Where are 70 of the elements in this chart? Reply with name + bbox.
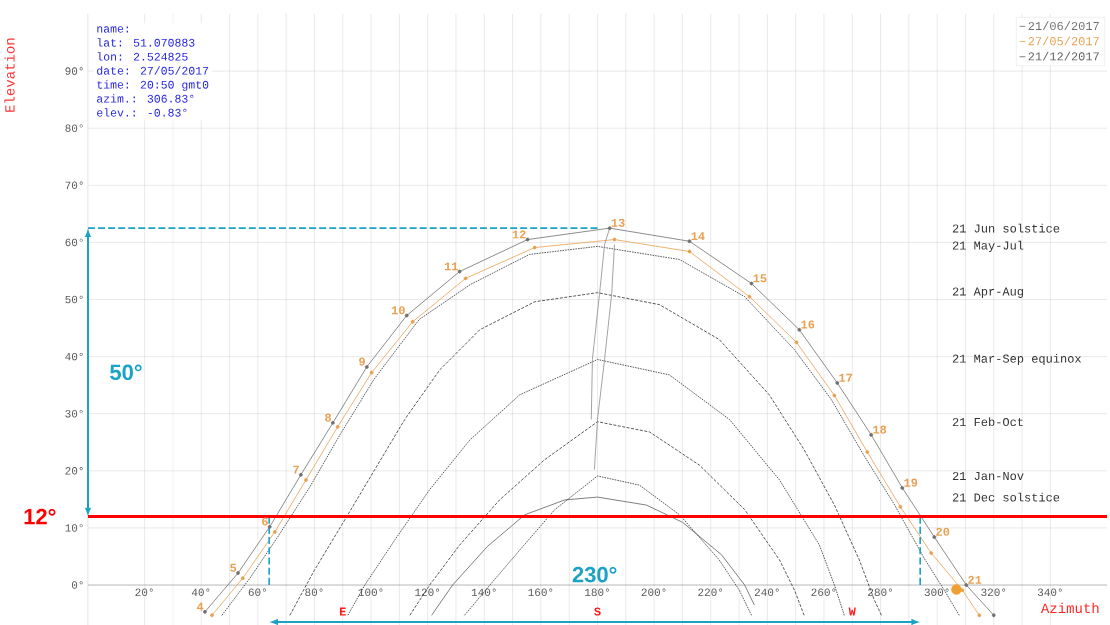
x-tick-label: 140° [471, 588, 496, 597]
annotation: 19 [904, 478, 918, 487]
annotation: elev.: -0.83° [97, 108, 187, 117]
y-tick-label: 20° [65, 467, 83, 475]
x-axis-title: Azimuth [1040, 602, 1099, 614]
annotation: 12 [512, 230, 526, 239]
x-tick-label: 340° [1037, 588, 1062, 597]
annotation: 20 [936, 527, 950, 536]
annotation: 8 [325, 413, 331, 422]
annotation: name: [97, 26, 129, 33]
y-tick-label: 40° [65, 352, 83, 361]
annotation: date: 27/05/2017 [97, 66, 209, 75]
annotation: 5 [230, 563, 237, 572]
x-tick-label: 40° [191, 588, 210, 597]
annotation: 6 [262, 517, 268, 526]
y-tick-label: 10° [65, 524, 83, 532]
y-tick-label: 70° [65, 181, 83, 190]
x-tick-label: 100° [358, 588, 383, 597]
annotation: 4 [196, 602, 204, 611]
x-tick-label: 240° [754, 588, 779, 597]
annotation: 18 [873, 425, 887, 434]
legend-label: 21/12/2017 [1028, 51, 1099, 61]
annotation: 17 [839, 373, 853, 382]
annotation: 9 [359, 357, 365, 366]
y-tick-label: 80° [65, 124, 83, 132]
annotation: lon: 2.524825 [97, 52, 188, 61]
annotation: 21 Jan-Nov [952, 471, 1024, 481]
annotation: 15 [753, 274, 767, 283]
annotation: 21 Jun solstice [952, 223, 1060, 233]
annotation: 13 [611, 218, 625, 227]
x-tick-label: 180° [585, 588, 609, 597]
annotation: W [848, 607, 856, 616]
x-tick-label: 280° [868, 588, 892, 597]
x-tick-label: 300° [924, 588, 949, 597]
x-tick-label: 80° [305, 588, 323, 597]
annotation: E [339, 607, 346, 616]
annotation: 16 [801, 320, 815, 329]
annotation: 10 [391, 306, 405, 315]
legend-label: 27/05/2017 [1028, 36, 1099, 46]
annotation: 21 May-Jul [952, 240, 1024, 252]
x-tick-label: 220° [698, 588, 723, 597]
x-tick-label: 160° [528, 588, 553, 597]
ref-line-label: 12° [24, 508, 56, 525]
annotation: 21 Feb-Oct [952, 417, 1023, 427]
annotation: 21 Dec solstice [952, 492, 1060, 502]
x-tick-label: 200° [641, 588, 666, 597]
annotation: 230° [572, 566, 617, 583]
x-tick-label: 20° [135, 588, 153, 597]
x-tick-label: 320° [981, 588, 1006, 597]
annotation: 21 Apr-Aug [952, 287, 1023, 298]
annotation: 50° [110, 364, 142, 381]
x-tick-label: 260° [811, 588, 836, 597]
x-tick-label: 120° [415, 588, 440, 597]
annotation: S [594, 607, 601, 616]
annotation: 21 [968, 575, 982, 584]
y-axis-title: Elevation [4, 38, 15, 112]
annotation: 7 [293, 465, 299, 474]
y-tick-label: 0° [71, 581, 83, 589]
annotation: time: 20:50 gmt0 [97, 80, 209, 91]
y-tick-label: 60° [65, 238, 83, 247]
legend-label: 21/06/2017 [1028, 21, 1099, 31]
annotation: 11 [444, 262, 458, 271]
y-tick-label: 90° [65, 67, 83, 75]
annotation: lat: 51.070883 [97, 38, 195, 47]
annotation: azim.: 306.83° [97, 94, 194, 103]
x-tick-label: 60° [248, 588, 266, 597]
annotation: 14 [691, 232, 705, 241]
y-tick-label: 30° [65, 409, 83, 418]
y-tick-label: 50° [65, 295, 83, 304]
annotation: 21 Mar-Sep equinox [952, 353, 1082, 366]
